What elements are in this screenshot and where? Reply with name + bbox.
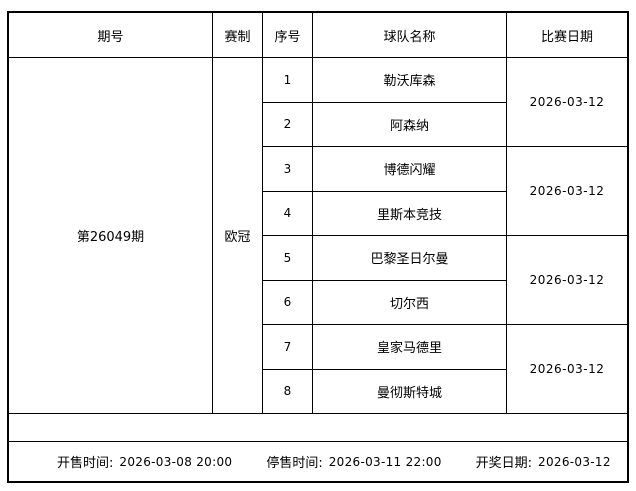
team-cell: 博德闪耀 bbox=[313, 147, 507, 192]
team-cell: 巴黎圣日尔曼 bbox=[313, 236, 507, 281]
serial-cell: 5 bbox=[263, 236, 313, 281]
team-cell: 勒沃库森 bbox=[313, 58, 507, 103]
sale-info-row: 开售时间: 2026-03-08 20:00 停售时间: 2026-03-11 … bbox=[9, 441, 627, 481]
sale-start-value: 2026-03-08 20:00 bbox=[119, 454, 233, 469]
serial-cell: 1 bbox=[263, 58, 313, 103]
team-cell: 曼彻斯特城 bbox=[313, 369, 507, 414]
draw-date-label: 开奖日期: bbox=[475, 456, 533, 471]
sale-stop-time: 停售时间: 2026-03-11 22:00 bbox=[266, 452, 442, 472]
match-date-cell: 2026-03-12 bbox=[507, 147, 627, 236]
team-cell: 皇家马德里 bbox=[313, 325, 507, 370]
schedule-grid: 期号 赛制 序号 球队名称 比赛日期 第26049期 欧冠 1 2 3 4 5 … bbox=[9, 13, 627, 414]
header-serial: 序号 bbox=[263, 13, 313, 58]
serial-cell: 7 bbox=[263, 325, 313, 370]
header-date: 比赛日期 bbox=[507, 13, 627, 58]
draw-date-value: 2026-03-12 bbox=[538, 454, 611, 469]
sale-start-label: 开售时间: bbox=[57, 456, 114, 471]
team-cell: 阿森纳 bbox=[313, 102, 507, 147]
team-cell: 切尔西 bbox=[313, 280, 507, 325]
team-cell: 里斯本竞技 bbox=[313, 191, 507, 236]
header-team: 球队名称 bbox=[313, 13, 507, 58]
lottery-schedule-table: 期号 赛制 序号 球队名称 比赛日期 第26049期 欧冠 1 2 3 4 5 … bbox=[7, 11, 629, 483]
draw-date: 开奖日期: 2026-03-12 bbox=[475, 452, 611, 472]
serial-cell: 6 bbox=[263, 280, 313, 325]
serial-cell: 3 bbox=[263, 147, 313, 192]
match-date-cell: 2026-03-12 bbox=[507, 58, 627, 147]
sale-stop-value: 2026-03-11 22:00 bbox=[328, 454, 442, 469]
serial-cell: 8 bbox=[263, 369, 313, 414]
match-date-cell: 2026-03-12 bbox=[507, 236, 627, 325]
format-cell: 欧冠 bbox=[213, 58, 263, 414]
serial-cell: 4 bbox=[263, 191, 313, 236]
sale-stop-label: 停售时间: bbox=[266, 456, 323, 471]
period-cell: 第26049期 bbox=[9, 58, 213, 414]
match-date-cell: 2026-03-12 bbox=[507, 325, 627, 414]
serial-cell: 2 bbox=[263, 102, 313, 147]
sale-start-time: 开售时间: 2026-03-08 20:00 bbox=[57, 452, 233, 472]
header-format: 赛制 bbox=[213, 13, 263, 58]
empty-spacer-row bbox=[9, 414, 627, 441]
header-period: 期号 bbox=[9, 13, 213, 58]
